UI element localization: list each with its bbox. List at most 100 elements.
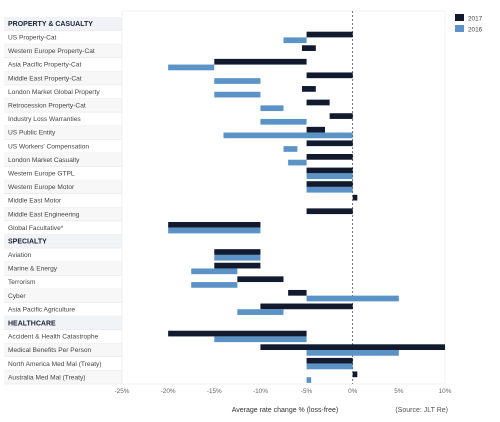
- bar-2017: [306, 99, 330, 106]
- category-label: Asia Pacific Agriculture: [8, 306, 75, 313]
- category-label: Marine & Energy: [8, 266, 58, 273]
- category-label: Western Europe Motor: [8, 184, 75, 191]
- bar-2016: [168, 227, 261, 234]
- row-band: [4, 207, 122, 221]
- row-band: [4, 180, 122, 194]
- bar-2016: [283, 146, 298, 152]
- category-label: Middle East Motor: [8, 198, 62, 205]
- bar-2016: [306, 173, 353, 180]
- bar-2016: [306, 363, 353, 370]
- grid-lines: [121, 10, 446, 385]
- bar-2017: [306, 72, 353, 79]
- legend-swatch: [455, 14, 464, 21]
- x-tick-label: -15%: [207, 388, 222, 395]
- bar-2017: [168, 221, 261, 228]
- row-band: [4, 288, 122, 303]
- plot-frame: [121, 10, 446, 385]
- x-tick-label: 0%: [348, 388, 358, 395]
- section-band: [4, 17, 122, 31]
- legend-swatch: [455, 25, 464, 32]
- bar-2017: [306, 208, 353, 215]
- bar-2016: [214, 254, 261, 261]
- source-note: (Source: JLT Re): [395, 407, 448, 414]
- x-tick-label: 10%: [439, 388, 452, 395]
- row-band: [4, 125, 122, 140]
- category-label: Western Europe GTPL: [8, 170, 75, 177]
- bar-2016: [306, 295, 399, 302]
- bar-2016: [306, 377, 312, 383]
- category-label: London Market Casualty: [8, 157, 80, 164]
- x-tick-label: -20%: [161, 388, 176, 395]
- row-band: [4, 71, 122, 85]
- bar-2016: [237, 309, 284, 315]
- bar-2016: [168, 64, 215, 71]
- legend-label: 2017: [468, 15, 483, 22]
- category-label: Accident & Health Catastrophe: [8, 334, 98, 341]
- category-label: Australia Med Mal (Treaty): [8, 374, 85, 381]
- x-tick-label: -10%: [253, 388, 268, 395]
- x-axis-ticks: -25% -20% -15% -10% -5% 0% 5% 10%: [115, 388, 452, 395]
- category-labels: PROPERTY & CASUALTY US Property-Cat Wester…: [8, 21, 102, 381]
- row-band: [4, 98, 122, 113]
- bar-2016: [191, 268, 238, 275]
- section-label: HEALTHCARE: [8, 320, 56, 327]
- category-label: Aviation: [8, 252, 32, 259]
- bar-2016: [214, 78, 261, 84]
- category-label: US Workers' Compensation: [8, 143, 89, 150]
- bar-2017: [301, 45, 316, 51]
- section-band: [4, 316, 122, 330]
- bar-2017: [168, 330, 307, 337]
- section-label: PROPERTY & CASUALTY: [8, 21, 93, 28]
- row-band: [4, 44, 122, 58]
- bar-2017: [306, 140, 353, 147]
- row-band: [4, 152, 122, 167]
- x-tick-label: -5%: [301, 388, 313, 395]
- category-label: Terrorism: [8, 279, 36, 286]
- category-label: Industry Loss Warranties: [8, 116, 81, 123]
- bar-2016: [283, 37, 307, 44]
- bar-2017: [301, 86, 316, 92]
- bar-2016: [306, 350, 399, 356]
- category-label: Middle East Property-Cat: [8, 75, 82, 82]
- x-axis-label: Average rate change % (loss-free): [232, 407, 338, 414]
- bar-2017: [329, 113, 353, 119]
- bar-2017: [214, 262, 261, 269]
- section-label: SPECIALTY: [8, 239, 47, 246]
- legend-label: 2016: [468, 26, 483, 33]
- bar-2017: [260, 344, 445, 351]
- bar-2016: [223, 132, 353, 139]
- bar-2017: [352, 371, 358, 378]
- bar-2017: [306, 31, 353, 38]
- bar-2016: [288, 159, 307, 166]
- legend: 2017 2016: [455, 14, 483, 33]
- category-label: US Property-Cat: [8, 35, 57, 42]
- bar-2017: [306, 154, 353, 160]
- category-label: North America Med Mal (Treaty): [8, 361, 102, 368]
- category-label: Medical Benefits Per Person: [8, 347, 92, 354]
- x-tick-label: -25%: [115, 388, 130, 395]
- bar-2016: [214, 91, 261, 98]
- bar-2017: [214, 249, 261, 255]
- category-label: London Market Global Property: [8, 89, 100, 96]
- category-label: Global Facultative*: [8, 225, 64, 232]
- category-label: Retrocession Property-Cat: [8, 103, 86, 110]
- bar-2017: [306, 181, 353, 187]
- bar-2017: [352, 194, 358, 201]
- category-label: Middle East Engineering: [8, 211, 80, 218]
- bar-2017: [260, 303, 353, 310]
- category-label: Western Europe Property-Cat: [8, 48, 95, 55]
- bar-2017: [306, 167, 353, 174]
- bar-2017: [237, 276, 284, 283]
- bar-2017: [288, 289, 307, 296]
- bars: [168, 31, 445, 383]
- category-label: Asia Pacific Property-Cat: [8, 62, 81, 69]
- section-band: [4, 234, 122, 249]
- bar-2016: [260, 105, 284, 112]
- row-band: [4, 261, 122, 276]
- row-band: [4, 370, 122, 384]
- category-label: US Public Entity: [8, 130, 56, 137]
- bar-2017: [306, 126, 326, 133]
- row-shading: [4, 17, 122, 385]
- row-band: [4, 343, 122, 357]
